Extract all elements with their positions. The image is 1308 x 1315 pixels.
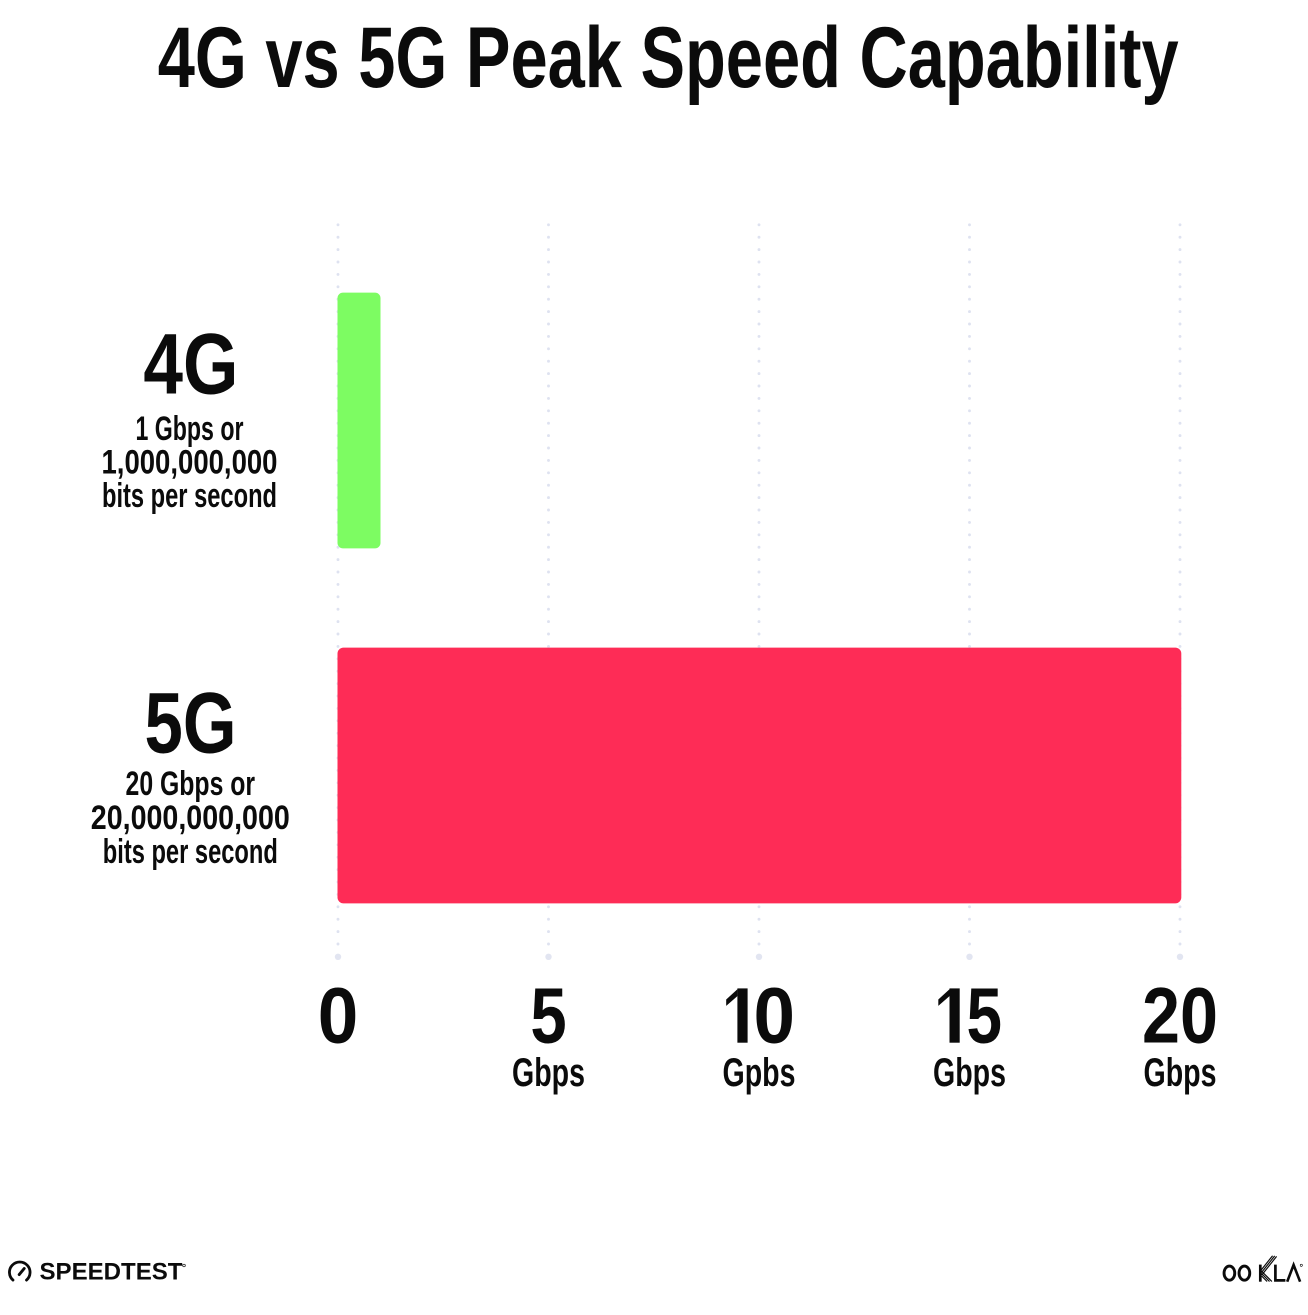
svg-text:0: 0	[754, 971, 796, 1060]
svg-text:SPEEDTEST: SPEEDTEST	[40, 1260, 184, 1286]
svg-text:bits per second: bits per second	[103, 833, 278, 871]
svg-text:20,000,000,000: 20,000,000,000	[91, 799, 290, 837]
svg-text:Gbps: Gbps	[1144, 1050, 1217, 1095]
svg-text:Gbps: Gbps	[933, 1050, 1006, 1095]
svg-text:0: 0	[318, 971, 359, 1060]
svg-text:bits per second: bits per second	[102, 477, 277, 515]
svg-text:Gbps: Gbps	[512, 1050, 585, 1095]
svg-text:Gpbs: Gpbs	[723, 1050, 796, 1095]
svg-text:5: 5	[966, 971, 1002, 1060]
svg-text:5G: 5G	[145, 675, 237, 771]
svg-text:1,000,000,000: 1,000,000,000	[102, 444, 278, 482]
svg-text:5: 5	[530, 971, 566, 1060]
svg-text:4G vs 5G Peak Speed Capability: 4G vs 5G Peak Speed Capability	[158, 10, 1179, 106]
svg-text:4G: 4G	[143, 316, 238, 412]
svg-text:1 Gbps or: 1 Gbps or	[136, 410, 244, 448]
svg-text:20: 20	[1142, 971, 1218, 1060]
svg-text:20 Gbps or: 20 Gbps or	[126, 765, 256, 803]
